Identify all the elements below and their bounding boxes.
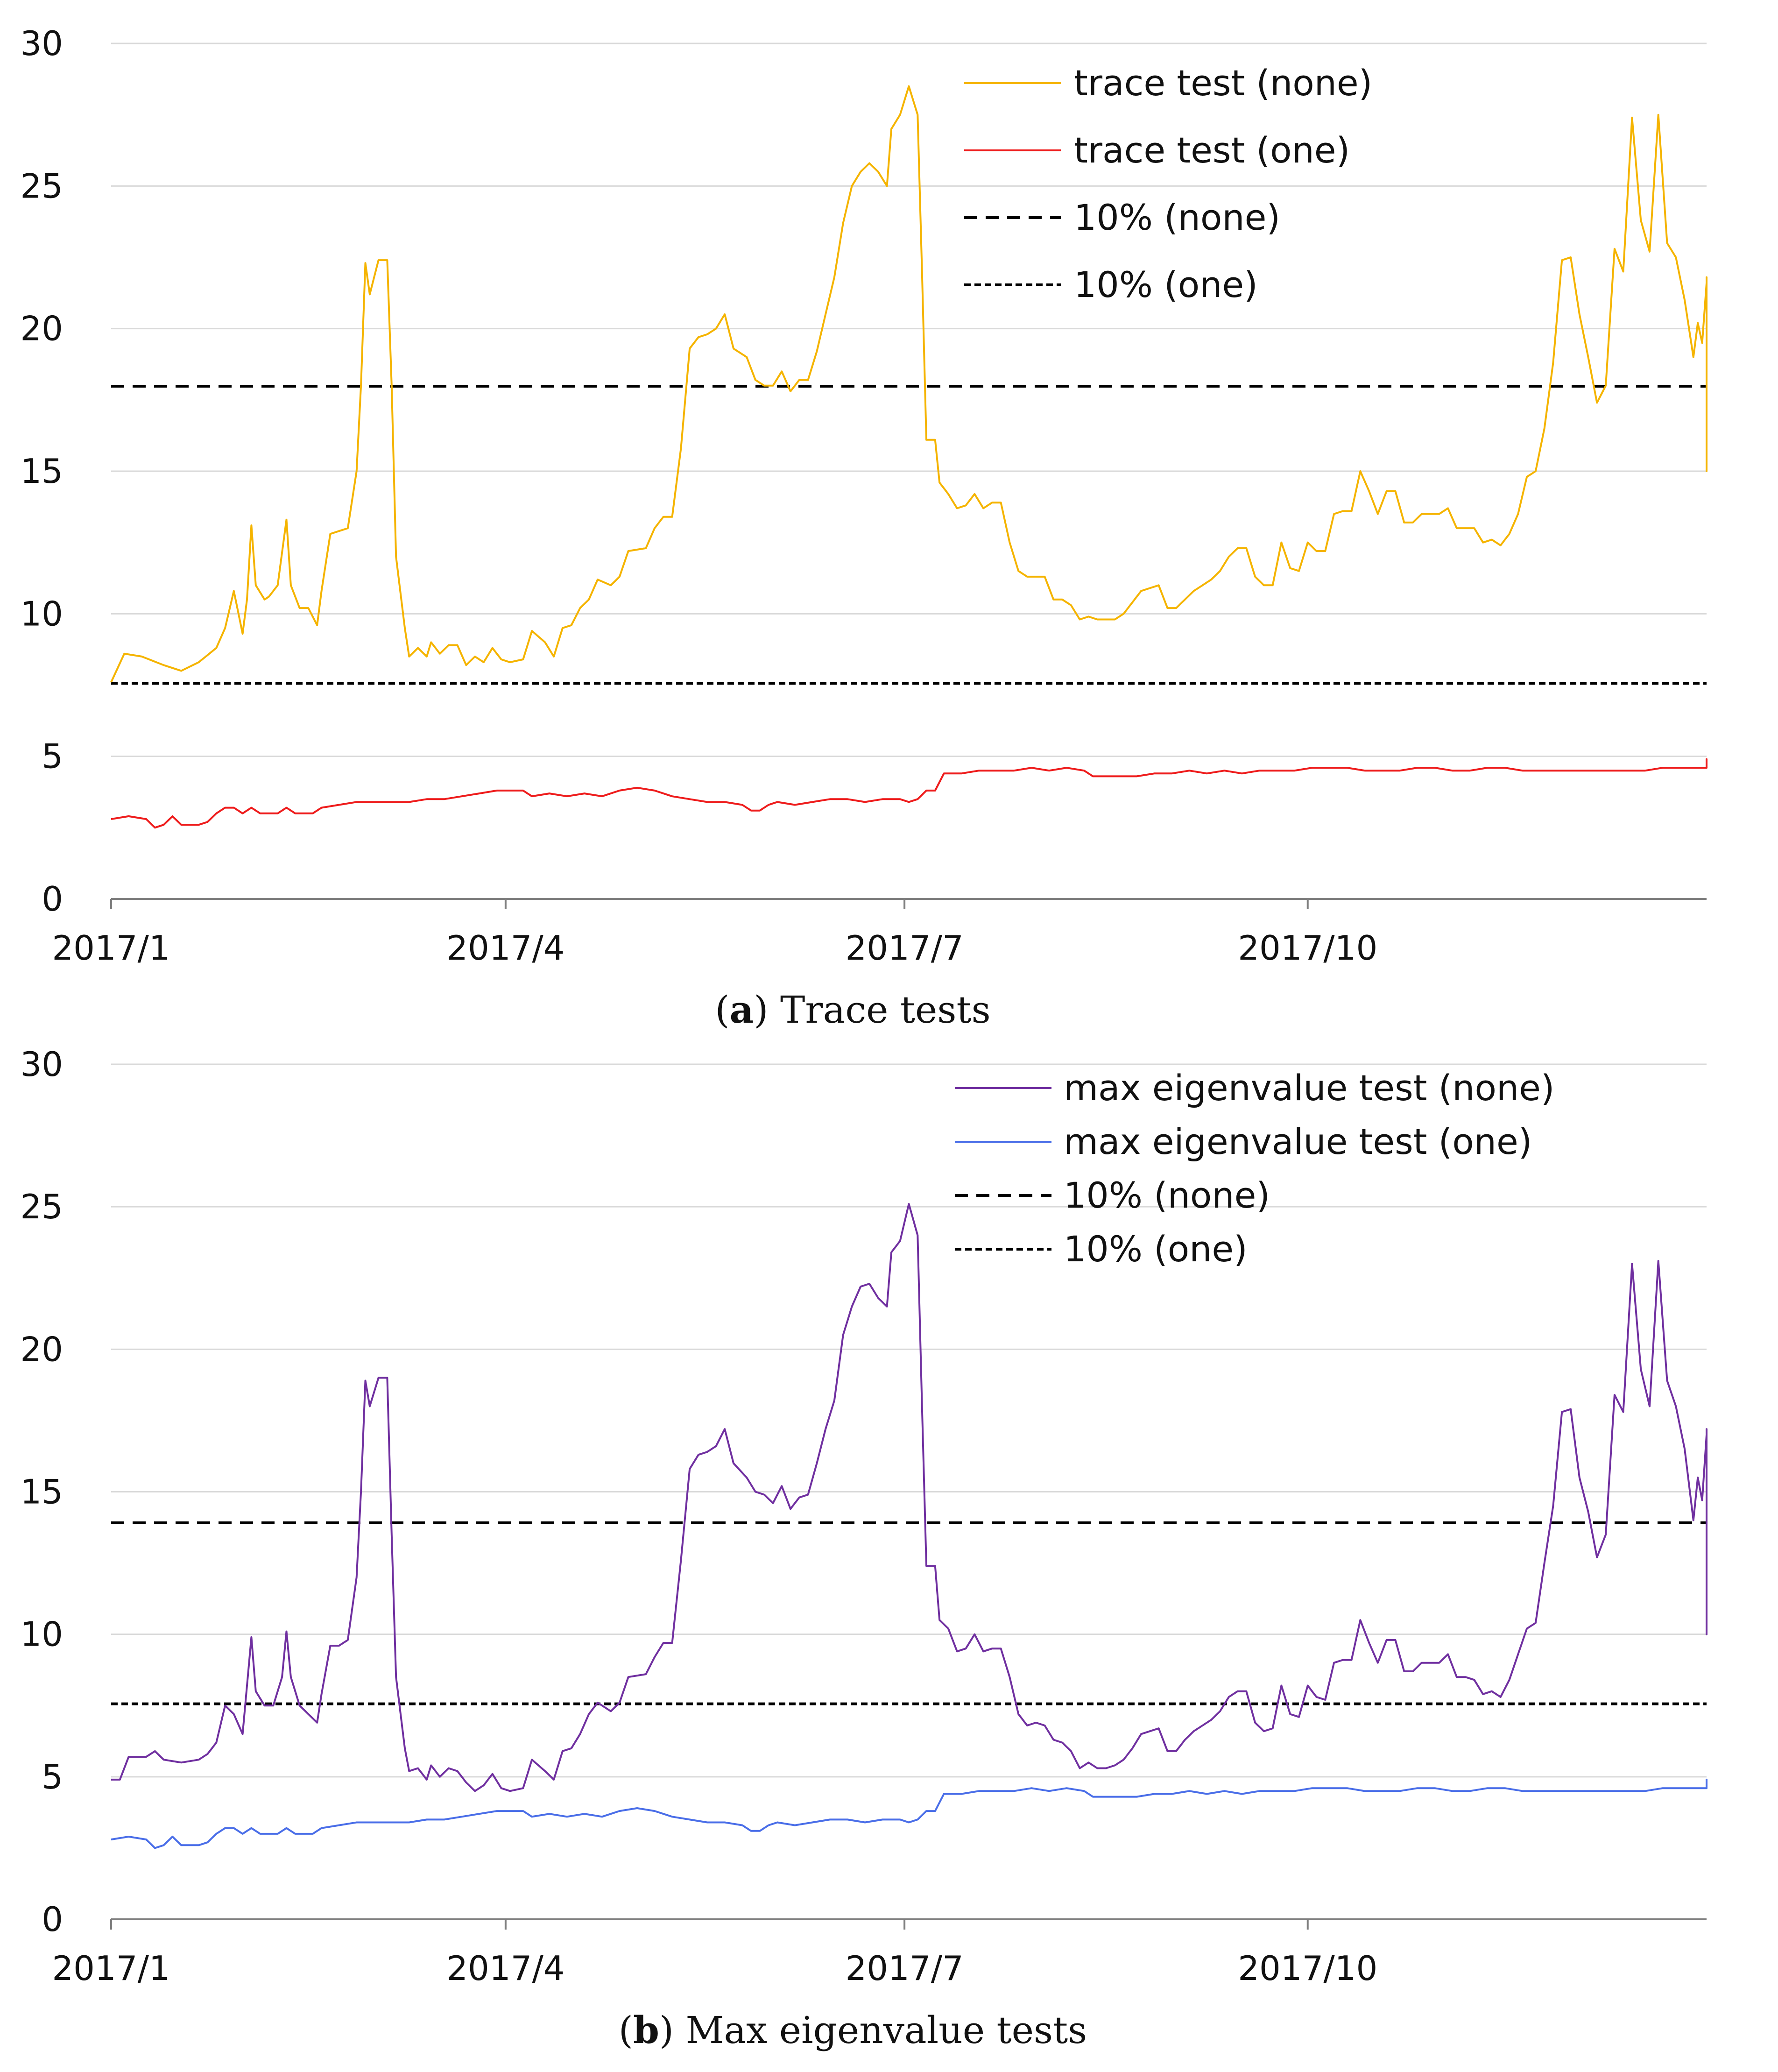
x-tick-label: 2017/7 (845, 1949, 963, 1988)
y-tick-label: 25 (20, 1187, 63, 1226)
y-tick-label: 30 (20, 24, 63, 63)
legend-label: max eigenvalue test (none) (1064, 1067, 1555, 1109)
y-tick-label: 15 (20, 452, 63, 491)
figure-caption: (b) Max eigenvalue tests (619, 2008, 1087, 2052)
series-line-trace-test-one- (111, 758, 1707, 829)
x-tick-label: 2017/4 (446, 1949, 564, 1988)
caption-text: Trace tests (780, 988, 991, 1032)
series-line-max-eigenvalue-test-one- (111, 1778, 1707, 1849)
y-tick-label: 10 (20, 1615, 63, 1654)
y-tick-label: 30 (20, 1045, 63, 1084)
caption-paren: ) (754, 988, 780, 1032)
x-tick-label: 2017/1 (52, 1949, 170, 1988)
y-tick-label: 10 (20, 594, 63, 633)
caption-paren: ( (619, 2008, 633, 2052)
legend-label: 10% (one) (1064, 1228, 1248, 1270)
legend-label: max eigenvalue test (one) (1064, 1121, 1532, 1162)
caption-text: Max eigenvalue tests (686, 2008, 1087, 2052)
y-tick-label: 0 (42, 879, 63, 919)
caption-paren: ) (659, 2008, 686, 2052)
y-tick-label: 20 (20, 309, 63, 348)
legend-label: 10% (none) (1074, 197, 1280, 238)
x-tick-label: 2017/10 (1238, 1949, 1377, 1988)
y-tick-label: 20 (20, 1329, 63, 1369)
legend: max eigenvalue test (none) max eigenvalue… (955, 1067, 1555, 1270)
series-line-max-eigenvalue-test-none- (111, 1203, 1707, 1792)
legend-label: trace test (none) (1074, 62, 1372, 104)
y-tick-label: 5 (42, 737, 63, 776)
legend-label: 10% (none) (1064, 1174, 1270, 1216)
caption-paren: ( (715, 988, 729, 1032)
x-tick-label: 2017/4 (446, 928, 564, 968)
series-line-trace-test-none- (110, 85, 1707, 683)
y-tick-label: 25 (20, 166, 63, 205)
y-tick-label: 15 (20, 1472, 63, 1512)
legend: trace test (none) trace test (one) 10% (no… (964, 62, 1372, 305)
legend-label: 10% (one) (1074, 264, 1258, 305)
chart-panel-a: 0 5 10 15 20 25 30 2017/1 2017/4 2017/7 2017/10 tra… (20, 24, 1707, 1032)
legend-label: trace test (one) (1074, 129, 1350, 171)
caption-letter: a (730, 988, 754, 1032)
caption-letter: b (633, 2008, 659, 2052)
y-tick-label: 5 (42, 1757, 63, 1796)
x-tick-label: 2017/7 (845, 928, 963, 968)
x-tick-label: 2017/10 (1238, 928, 1377, 968)
x-tick-label: 2017/1 (52, 928, 170, 968)
figure-caption: (a) Trace tests (715, 988, 990, 1032)
y-tick-label: 0 (42, 1900, 63, 1939)
chart-panel-b: 0 5 10 15 20 25 30 2017/1 2017/4 2017/7 2017/10 max… (20, 1045, 1707, 2052)
